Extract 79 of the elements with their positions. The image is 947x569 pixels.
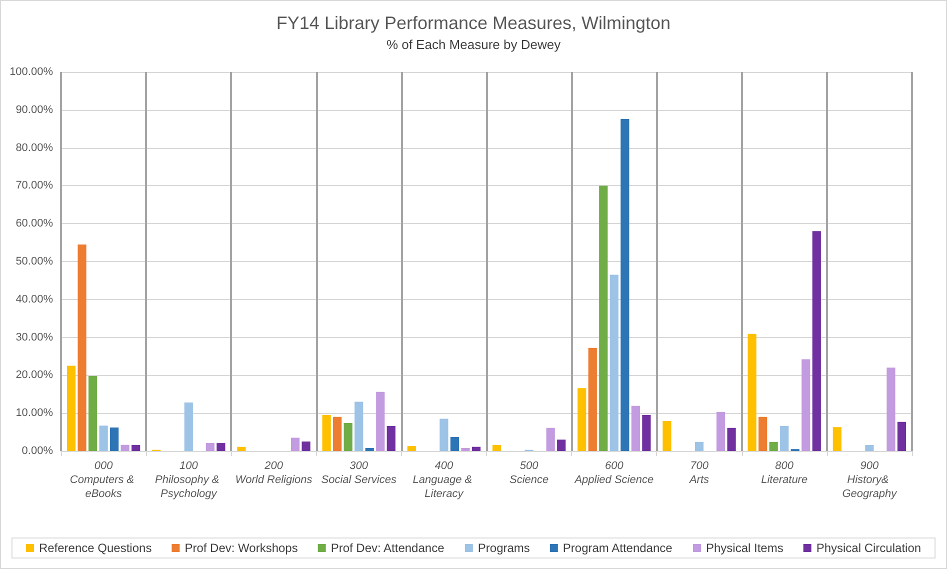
bar (99, 426, 108, 451)
bar (333, 416, 342, 451)
bar (472, 446, 481, 451)
bar (865, 444, 874, 451)
bar (440, 418, 448, 451)
bar (110, 428, 119, 451)
x-tick-label: 200 World Religions (235, 460, 313, 486)
bar (642, 414, 651, 451)
bar (802, 359, 810, 451)
bar (237, 446, 246, 451)
bar (206, 443, 214, 451)
bar (344, 422, 352, 451)
bar (66, 366, 76, 451)
bar (88, 376, 98, 451)
bar (216, 443, 226, 451)
x-tick-label: 500 Science (509, 460, 549, 486)
y-tick-label: 70.00% (16, 180, 54, 192)
x-tick-label: 700 Arts (688, 460, 710, 486)
bar (812, 231, 821, 451)
bar (620, 118, 630, 451)
bar (386, 426, 396, 451)
bar (832, 427, 842, 451)
bar (492, 444, 502, 451)
bar (407, 446, 416, 451)
y-tick-label: 40.00% (16, 293, 54, 306)
bar (897, 422, 906, 451)
bar (290, 438, 300, 451)
bar (662, 421, 672, 451)
bar (120, 444, 130, 451)
bar (557, 440, 566, 451)
bar (578, 388, 586, 451)
legend-label: Programs (478, 541, 530, 555)
legend-label: Prof Dev: Workshops (184, 541, 298, 555)
legend-label: Prof Dev: Attendance (330, 541, 445, 555)
bar (716, 412, 726, 451)
bar (780, 426, 789, 451)
x-tick-label: 600 Applied Science (574, 460, 654, 486)
y-tick-label: 20.00% (16, 369, 54, 382)
x-tick-label: 000 Computers & eBooks (70, 460, 138, 500)
bar (546, 428, 555, 451)
legend-label: Physical Items (706, 541, 784, 555)
chart-title: FY14 Library Performance Measures, Wilmington (276, 13, 671, 33)
bar (78, 244, 86, 451)
y-tick-label: 10.00% (16, 407, 54, 420)
chart-subtitle: % of Each Measure by Dewey (386, 37, 562, 52)
bar (461, 448, 470, 451)
y-tick-label: 0.00% (22, 445, 54, 457)
bar (599, 186, 608, 451)
bar (365, 448, 374, 451)
legend-label: Physical Circulation (816, 541, 922, 555)
bar (302, 442, 310, 451)
bar (354, 402, 364, 451)
bar (631, 406, 640, 451)
bar (748, 334, 756, 451)
x-tick-label: 100 Philosophy & Psychology (155, 460, 222, 500)
x-tick-label: 900 History& Geography (842, 460, 898, 500)
legend-label: Reference Questions (38, 541, 152, 555)
x-tick-label: 800 Literature (761, 460, 808, 486)
bar (758, 416, 768, 451)
bar (727, 428, 736, 451)
bar (184, 402, 193, 451)
y-tick-label: 90.00% (16, 104, 54, 116)
legend-label: Program Attendance (562, 541, 673, 555)
bar (376, 392, 385, 451)
bar (694, 442, 704, 451)
x-tick-label: 400 Language & Literacy (412, 460, 476, 500)
bar (610, 274, 618, 451)
x-tick-label: 300 Social Services (321, 460, 397, 486)
y-tick-label: 80.00% (16, 142, 54, 154)
bar (886, 368, 896, 451)
y-tick-label: 50.00% (16, 256, 54, 268)
bar (132, 444, 140, 451)
bar (588, 348, 597, 451)
y-tick-label: 100.00% (10, 66, 54, 78)
y-tick-label: 30.00% (16, 331, 54, 344)
bar (322, 414, 331, 451)
bar (450, 436, 460, 451)
bar (769, 442, 778, 451)
y-tick-label: 60.00% (16, 218, 54, 230)
